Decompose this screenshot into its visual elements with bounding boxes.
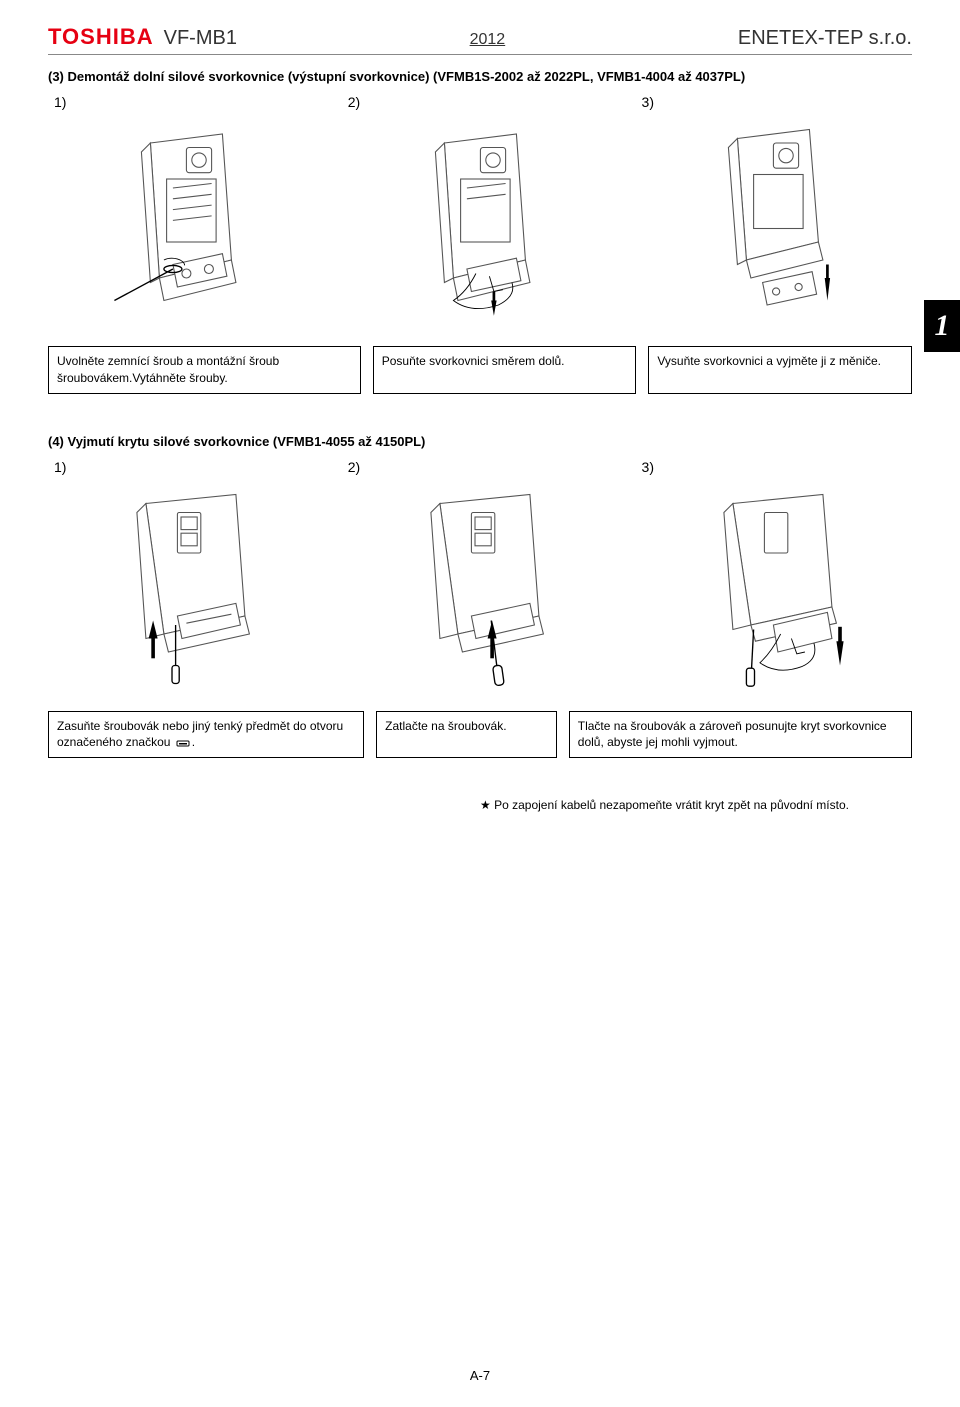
caption-box: Vysuňte svorkovnici a vyjměte ji z měnič… — [648, 346, 912, 394]
caption-box: Posuňte svorkovnici směrem dolů. — [373, 346, 637, 394]
illustration — [342, 479, 618, 699]
section3-step1: 1) — [48, 94, 324, 334]
year-label: 2012 — [470, 31, 506, 49]
slot-icon — [176, 738, 190, 748]
section4-step3: 3) — [636, 459, 912, 699]
illustration — [48, 114, 324, 334]
illustration — [342, 114, 618, 334]
illustration — [636, 479, 912, 699]
step-number: 3) — [636, 94, 912, 110]
section4-step2: 2) — [342, 459, 618, 699]
caption-box: Tlačte na šroubovák a zároveň posunujte … — [569, 711, 912, 759]
brand-label: ENETEX-TEP s.r.o. — [738, 27, 912, 50]
caption-text: Zasuňte šroubovák nebo jiný tenký předmě… — [57, 719, 343, 750]
caption-box: Uvolněte zemnící šroub a montážní šroub … — [48, 346, 361, 394]
section4-captions: Zasuňte šroubovák nebo jiný tenký předmě… — [48, 711, 912, 759]
page-header: TOSHIBA VF-MB1 2012 ENETEX-TEP s.r.o. — [48, 24, 912, 55]
star-icon: ★ — [480, 798, 491, 812]
illustration — [636, 114, 912, 334]
section4-title: (4) Vyjmutí krytu silové svorkovnice (VF… — [48, 434, 912, 449]
section4-step1: 1) — [48, 459, 324, 699]
page-number: A-7 — [0, 1368, 960, 1383]
step-number: 3) — [636, 459, 912, 475]
footnote: ★ Po zapojení kabelů nezapomeňte vrátit … — [480, 798, 912, 812]
caption-box: Zatlačte na šroubovák. — [376, 711, 557, 759]
section3-title: (3) Demontáž dolní silové svorkovnice (v… — [48, 69, 912, 84]
caption-text: . — [192, 735, 195, 749]
section3-step2: 2) — [342, 94, 618, 334]
step-number: 1) — [48, 94, 324, 110]
illustration — [48, 479, 324, 699]
section3-step3: 3) — [636, 94, 912, 334]
chapter-marker: 1 — [924, 300, 960, 352]
section3-steps: 1) — [48, 94, 912, 334]
step-number: 2) — [342, 459, 618, 475]
section3-captions: Uvolněte zemnící šroub a montážní šroub … — [48, 346, 912, 394]
section4-steps: 1) — [48, 459, 912, 699]
step-number: 1) — [48, 459, 324, 475]
header-left: TOSHIBA VF-MB1 — [48, 24, 237, 50]
footnote-text: Po zapojení kabelů nezapomeňte vrátit kr… — [491, 798, 849, 812]
step-number: 2) — [342, 94, 618, 110]
caption-box: Zasuňte šroubovák nebo jiný tenký předmě… — [48, 711, 364, 759]
toshiba-logo: TOSHIBA — [48, 24, 154, 50]
model-label: VF-MB1 — [164, 27, 237, 50]
